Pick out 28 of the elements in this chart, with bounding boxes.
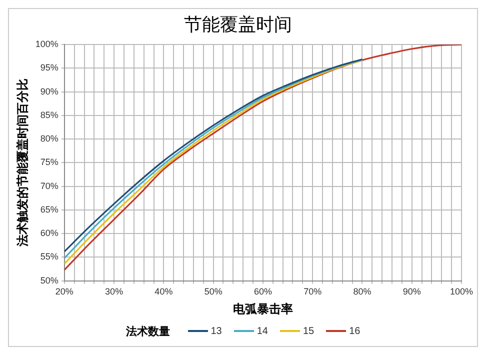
x-tick-label: 20% bbox=[55, 286, 74, 297]
y-tick-label: 80% bbox=[40, 134, 58, 144]
y-tick-label: 50% bbox=[40, 275, 58, 286]
legend-label: 15 bbox=[303, 326, 314, 336]
x-tick-label: 40% bbox=[154, 286, 173, 297]
x-tick-label: 30% bbox=[105, 286, 124, 297]
x-tick-label: 100% bbox=[450, 286, 474, 297]
y-tick-label: 70% bbox=[40, 180, 58, 191]
legend-label: 14 bbox=[256, 326, 268, 336]
y-tick-label: 55% bbox=[40, 252, 58, 262]
chart-title: 节能覆盖时间 bbox=[184, 14, 292, 36]
x-tick-label: 80% bbox=[353, 286, 372, 297]
x-tick-label: 70% bbox=[304, 286, 322, 297]
y-tick-label: 100% bbox=[35, 39, 58, 50]
y-axis-title: 法术触发的节能覆盖时间百分比 bbox=[15, 78, 30, 248]
legend-label: 13 bbox=[210, 326, 222, 336]
y-tick-label: 60% bbox=[40, 228, 58, 238]
y-tick-label: 95% bbox=[40, 62, 58, 73]
x-axis-title: 电弧暴击率 bbox=[232, 302, 293, 316]
x-tick-label: 60% bbox=[254, 286, 272, 297]
legend-title: 法术数量 bbox=[126, 324, 170, 338]
y-tick-label: 65% bbox=[40, 204, 58, 214]
y-tick-label: 75% bbox=[40, 157, 58, 168]
x-tick-label: 90% bbox=[402, 286, 421, 297]
x-tick-label: 50% bbox=[204, 286, 222, 297]
y-tick-label: 85% bbox=[40, 110, 58, 120]
legend-label: 16 bbox=[349, 326, 360, 336]
y-tick-label: 90% bbox=[40, 86, 58, 96]
